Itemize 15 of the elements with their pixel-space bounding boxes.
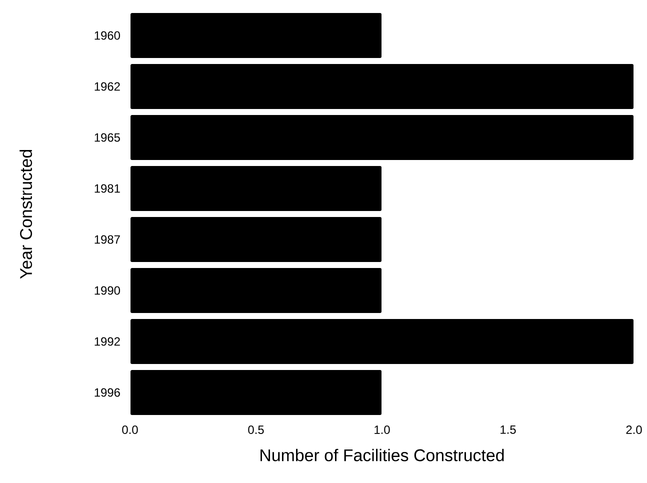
x-tick-label: 2.0 <box>626 426 642 434</box>
x-tick-label: 1.5 <box>500 426 516 434</box>
x-tick-label: 0.0 <box>122 426 138 434</box>
y-tick-label: 1962 <box>94 82 120 91</box>
y-axis-title: Year Constructed <box>20 150 32 279</box>
y-tick-label: 1990 <box>94 286 120 295</box>
y-tick-label: 1981 <box>94 184 120 193</box>
x-tick-label: 0.5 <box>248 426 264 434</box>
y-tick-label: 1960 <box>94 31 120 40</box>
y-tick-label: 1996 <box>94 388 120 397</box>
x-tick-label: 1.0 <box>374 426 390 434</box>
x-axis-title: Number of Facilities Constructed <box>260 448 504 462</box>
y-tick-label: 1987 <box>94 235 120 244</box>
y-tick-label: 1965 <box>94 133 120 142</box>
y-tick-label: 1992 <box>94 337 120 346</box>
